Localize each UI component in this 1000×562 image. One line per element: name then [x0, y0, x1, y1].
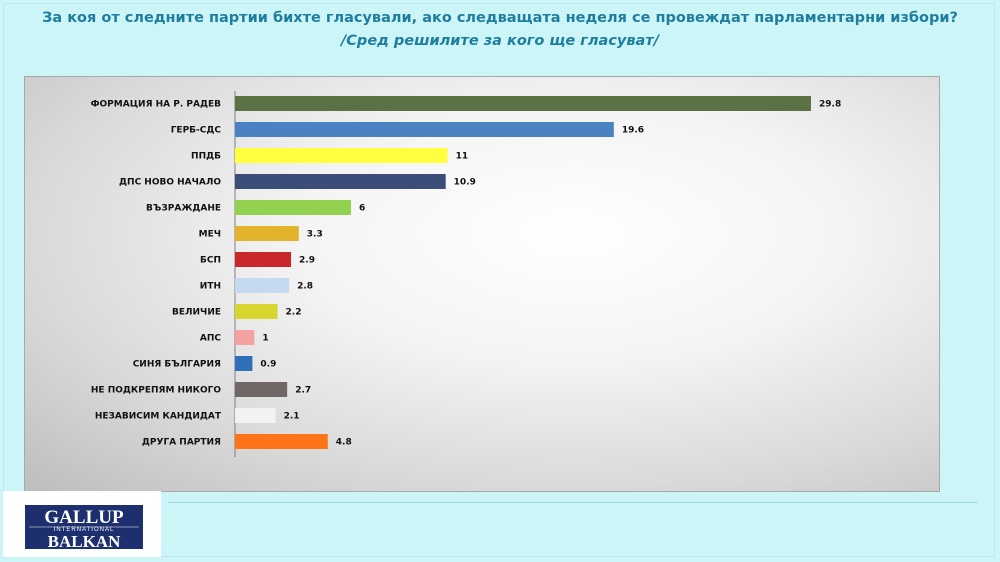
category-label: СИНЯ БЪЛГАРИЯ	[133, 360, 221, 370]
bar	[235, 304, 278, 319]
data-label: 3.3	[307, 230, 323, 240]
data-label: 2.1	[284, 412, 300, 422]
data-label: 19.6	[622, 126, 644, 136]
logo-gallup-text: GALLUP	[44, 507, 124, 528]
chart-title: За коя от следните партии бихте гласувал…	[42, 10, 958, 26]
data-label: 2.7	[295, 386, 311, 396]
chart-panel: ФОРМАЦИЯ НА Р. РАДЕВ 29.8 ГЕРБ-СДС 19.6 ППДБ…	[24, 76, 940, 492]
category-label: АПС	[200, 334, 221, 344]
category-label: МЕЧ	[199, 230, 221, 240]
bar	[235, 278, 290, 293]
bar	[235, 226, 299, 241]
data-label: 0.9	[260, 360, 276, 370]
bar	[235, 434, 328, 449]
category-label: ВЪЗРАЖДАНЕ	[146, 204, 221, 214]
category-label: ВЕЛИЧИЕ	[172, 308, 221, 318]
category-label: ФОРМАЦИЯ НА Р. РАДЕВ	[91, 100, 222, 110]
data-label: 6	[359, 204, 365, 214]
bar	[235, 356, 253, 371]
data-label: 29.8	[819, 100, 841, 110]
bar	[235, 174, 446, 189]
bar	[235, 382, 288, 397]
data-label: 2.2	[286, 308, 302, 318]
bar	[235, 330, 255, 345]
category-label: ГЕРБ-СДС	[171, 126, 222, 136]
category-label: ИТН	[200, 282, 221, 292]
category-label: ДРУГА ПАРТИЯ	[142, 438, 221, 448]
category-label: ППДБ	[191, 152, 221, 162]
logo-balkan-text: BALKAN	[48, 532, 121, 551]
logo-international-text: INTERNATIONAL	[54, 527, 115, 533]
gallup-logo: GALLUP INTERNATIONAL BALKAN	[3, 491, 161, 557]
data-label: 2.9	[299, 256, 315, 266]
chart-subtitle: /Сред решилите за кого ще гласуват/	[341, 33, 659, 49]
category-label: НЕЗАВИСИМ КАНДИДАТ	[95, 412, 222, 422]
bar	[235, 200, 351, 215]
bar	[235, 252, 292, 267]
divider-line	[168, 502, 978, 503]
data-label: 4.8	[336, 438, 352, 448]
category-label: НЕ ПОДКРЕПЯМ НИКОГО	[91, 386, 221, 396]
bar	[235, 408, 276, 423]
bar	[235, 122, 614, 137]
bar-chart: ФОРМАЦИЯ НА Р. РАДЕВ 29.8 ГЕРБ-СДС 19.6 ППДБ…	[91, 91, 841, 457]
bar	[235, 148, 448, 163]
category-label: ДПС НОВО НАЧАЛО	[119, 178, 221, 188]
bar	[235, 96, 811, 111]
data-label: 11	[456, 152, 469, 162]
data-label: 1	[262, 334, 268, 344]
data-label: 2.8	[297, 282, 313, 292]
slide-frame	[3, 3, 995, 557]
data-label: 10.9	[454, 178, 476, 188]
category-label: БСП	[200, 256, 221, 266]
